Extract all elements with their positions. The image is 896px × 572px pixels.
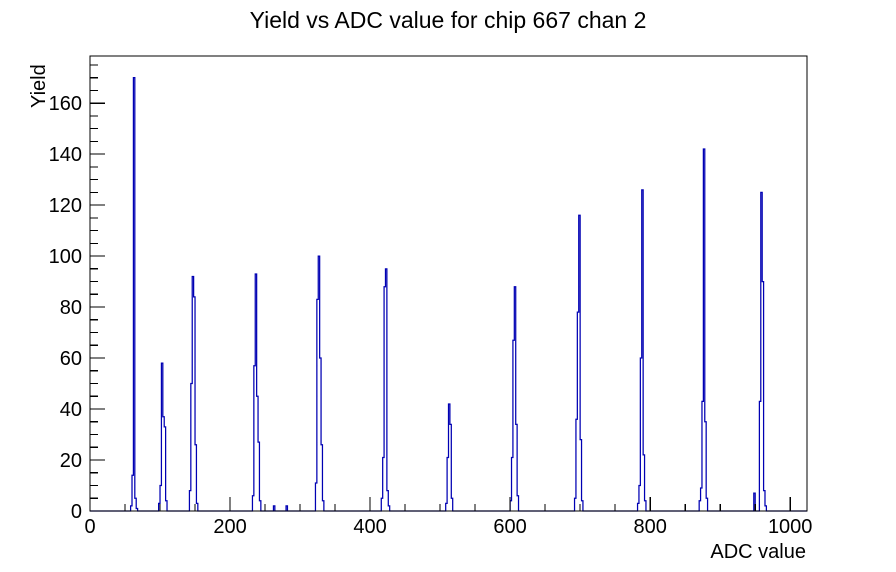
- chart-title: Yield vs ADC value for chip 667 chan 2: [250, 7, 647, 33]
- x-tick-label: 400: [353, 516, 386, 538]
- y-tick-label: 80: [60, 297, 82, 319]
- y-tick-label: 100: [49, 246, 82, 268]
- plot-frame: [89, 55, 808, 512]
- x-tick-label: 1000: [768, 516, 813, 538]
- histogram-series: [90, 77, 807, 512]
- x-axis-title: ADC value: [710, 541, 806, 563]
- y-tick-label: 140: [49, 144, 82, 166]
- y-tick-label: 120: [49, 195, 82, 217]
- y-tick-label: 20: [60, 450, 82, 472]
- y-tick-label: 40: [60, 399, 82, 421]
- x-tick-label: 0: [84, 516, 95, 538]
- y-tick-label: 60: [60, 348, 82, 370]
- x-tick-label: 600: [493, 516, 526, 538]
- y-tick-label: 0: [71, 501, 82, 523]
- y-tick-label: 160: [49, 93, 82, 115]
- y-axis-title: Yield: [28, 64, 50, 108]
- x-tick-label: 200: [213, 516, 246, 538]
- x-tick-label: 800: [633, 516, 666, 538]
